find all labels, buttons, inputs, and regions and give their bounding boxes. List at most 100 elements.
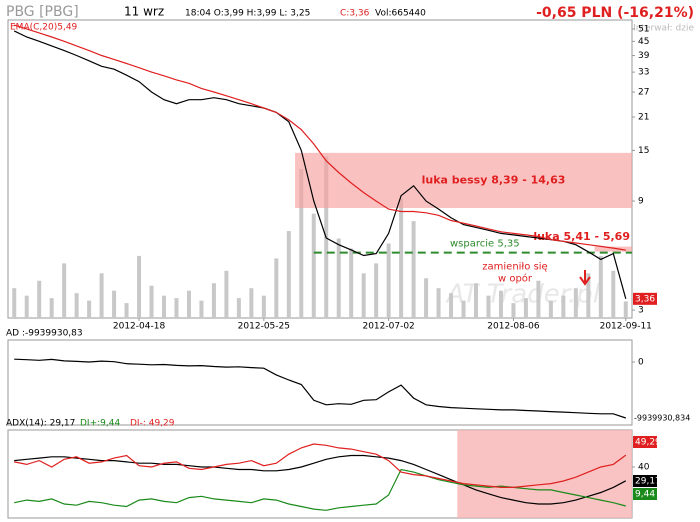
volume-bar	[598, 255, 603, 318]
y-tick-label: 40	[638, 462, 650, 472]
gap-zone	[295, 152, 632, 209]
volume-bar	[498, 290, 503, 318]
series-line	[13, 30, 627, 299]
volume-bar	[49, 298, 54, 318]
volume-bar	[236, 298, 241, 318]
volume-bar	[186, 290, 191, 318]
y-tick-label: 15	[638, 146, 649, 156]
volume-bar	[299, 169, 304, 318]
volume-bar	[99, 273, 104, 318]
volume-bar	[87, 300, 92, 318]
volume-bar	[211, 283, 216, 318]
legend-entry: EMA(C,20)5,49	[10, 23, 78, 33]
series-line	[14, 454, 627, 505]
y-tick-label: 3	[638, 306, 644, 316]
highlight	[457, 430, 632, 518]
x-tick-label: 2012-09-11	[600, 322, 652, 332]
volume-bar	[586, 273, 591, 318]
y-tick-label: 45	[638, 37, 649, 47]
last-value: -9939930,834	[634, 414, 690, 423]
volume-bar	[37, 280, 42, 318]
last-value: 9,44	[635, 490, 655, 500]
volume-bar	[349, 248, 354, 318]
volume-bar	[424, 278, 429, 318]
volume-bar	[511, 303, 516, 318]
volume-bar	[224, 270, 229, 318]
volume-bar	[286, 231, 291, 318]
arrow	[579, 270, 591, 286]
x-tick-label: 2012-04-18	[113, 322, 166, 332]
y-tick-label: 33	[638, 68, 649, 78]
volume-bar	[361, 273, 366, 318]
y-tick-label: 27	[638, 88, 649, 98]
volume-bar	[523, 298, 528, 318]
volume-bar	[611, 270, 616, 318]
volume-bar	[336, 238, 341, 318]
ad-frame	[7, 339, 633, 426]
series-line	[14, 358, 626, 419]
volume-bar	[24, 295, 29, 318]
volume-bar	[12, 288, 17, 318]
gap-label: luka 5,41 - 5,69	[533, 230, 630, 243]
volume-bar	[124, 303, 129, 318]
panel-title: ADX(14): 29,17	[6, 419, 75, 429]
series-line	[14, 443, 627, 488]
y-tick-label: 51	[638, 24, 649, 34]
volume-bar	[311, 213, 316, 318]
x-tick-label: 2012-05-25	[238, 322, 290, 332]
last-value-box	[633, 488, 657, 500]
volume-bar	[261, 295, 266, 318]
volume-bar	[199, 300, 204, 318]
y-tick-label: 0	[638, 357, 644, 367]
ticker: PBG [PBG]	[6, 4, 79, 20]
volume-bar	[137, 255, 142, 318]
volume-bar	[149, 285, 154, 318]
volume-bar	[561, 295, 566, 318]
volume-bar	[249, 288, 254, 318]
volume-bar	[536, 280, 541, 318]
volume-text: Vol:665440	[375, 9, 426, 19]
volume-bar	[374, 263, 379, 318]
volume-bar	[436, 288, 441, 318]
annotation: w opór	[498, 273, 533, 285]
volume-bar	[449, 293, 454, 318]
support-label: wsparcie 5,35	[450, 239, 520, 250]
volume-bar	[548, 300, 553, 318]
volume-bar	[386, 243, 391, 318]
x-tick-label: 2012-07-02	[362, 322, 414, 332]
last-value-box	[633, 292, 657, 305]
gap-label: luka bessy 8,39 - 14,63	[422, 173, 566, 186]
gap-zone	[594, 246, 632, 252]
y-tick-label: 9	[638, 197, 644, 207]
series-line	[14, 24, 626, 251]
quote: 18:04 O:3,99 H:3,99 L: 3,25	[185, 9, 310, 19]
y-tick-label: 39	[638, 51, 650, 61]
volume-bar	[112, 290, 117, 318]
last-value: 29,17	[635, 477, 661, 487]
volume-bar	[74, 293, 79, 318]
volume-bar	[399, 198, 404, 318]
volume-bar	[274, 258, 279, 318]
date: 11 wrz	[124, 5, 164, 19]
last-value-box	[633, 475, 657, 487]
y-tick-label: 21	[638, 112, 649, 122]
last-value-box	[633, 436, 657, 448]
close-text: C:3,36	[340, 9, 370, 19]
volume-bar	[474, 283, 478, 318]
legend-entry: DI-: 49,29	[130, 419, 175, 429]
volume-bar	[174, 298, 179, 318]
annotation: zamieniło się	[482, 262, 547, 273]
volume-bar	[411, 221, 416, 318]
legend-entry: DI+:9,44	[80, 419, 120, 429]
x-tick-label: 2012-08-06	[487, 322, 540, 332]
volume-bar	[461, 300, 466, 318]
volume-bar	[162, 295, 166, 318]
interval: Interwał: dzie	[633, 24, 694, 34]
last-value: 3,36	[635, 294, 655, 304]
series-line	[14, 468, 626, 511]
volume-bar	[573, 288, 578, 318]
change: -0,65 PLN (-16,21%)	[536, 5, 694, 21]
last-value: 49,29	[635, 438, 661, 448]
volume-bar	[62, 263, 67, 318]
